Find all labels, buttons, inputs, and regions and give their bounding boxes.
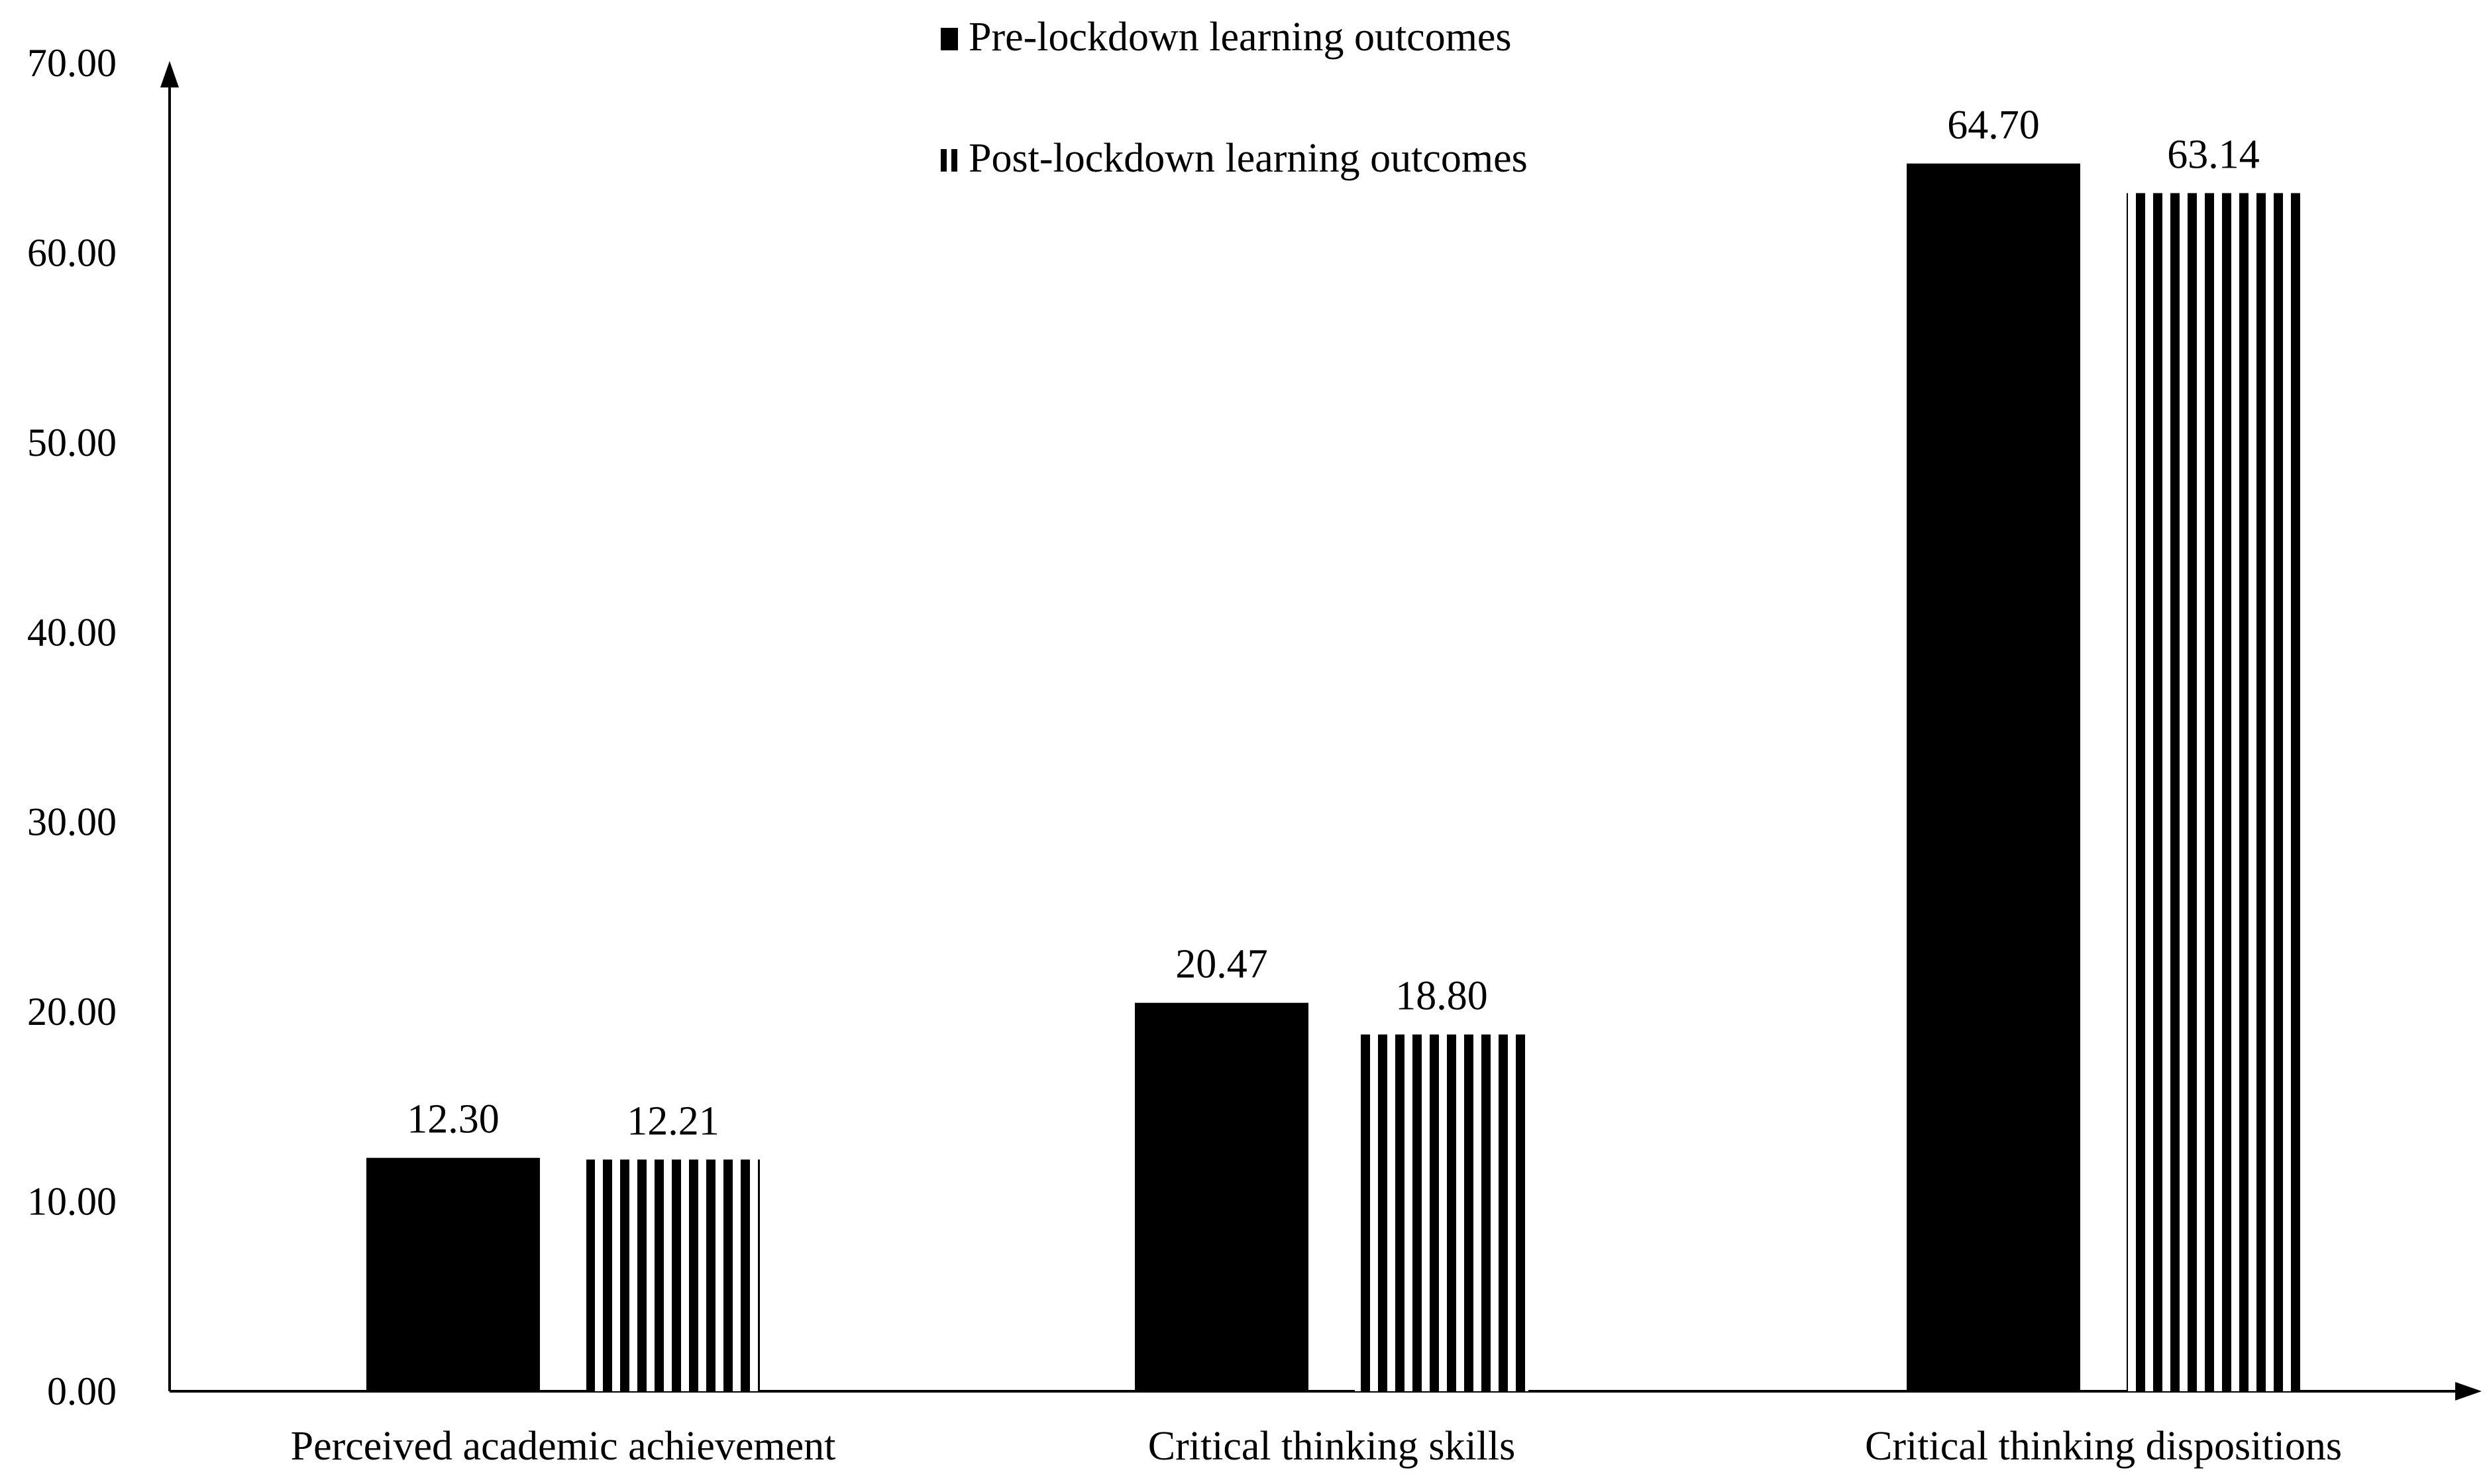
category-label: Perceived academic achievement [291,1424,836,1469]
y-tick-label: 0.00 [47,1369,117,1413]
axes [160,61,2482,1401]
bars [366,163,2300,1392]
bar [366,1157,540,1391]
x-axis-arrow-icon [2455,1382,2482,1401]
bar [2127,193,2300,1391]
y-tick-label: 30.00 [27,800,117,844]
bar [1907,163,2080,1392]
legend-swatch-striped [941,149,957,172]
y-tick-label: 40.00 [27,610,117,654]
labels: 0.00 10.00 20.00 30.00 40.00 50.00 60.00 70.00 1… [27,41,2342,1469]
bar [586,1159,760,1391]
y-tick-label: 10.00 [27,1180,117,1224]
y-tick-label: 70.00 [27,41,117,85]
data-label: 63.14 [2167,132,2260,177]
y-tick-label: 50.00 [27,421,117,464]
legend-stripe [941,149,947,172]
y-tick-label: 20.00 [27,990,117,1034]
category-label: Critical thinking dispositions [1865,1424,2342,1469]
legend: Pre-lockdown learning outcomes Post-lockd… [941,15,1528,181]
y-tick-label: 60.00 [27,231,117,274]
legend-stripe [951,149,957,172]
bar [1135,1002,1308,1391]
data-label: 20.47 [1175,942,1268,987]
data-label: 12.21 [627,1098,719,1143]
legend-label: Post-lockdown learning outcomes [969,136,1528,181]
legend-label: Pre-lockdown learning outcomes [969,15,1512,60]
legend-swatch-solid [941,28,958,50]
y-axis-arrow-icon [160,61,179,87]
category-label: Critical thinking skills [1148,1424,1516,1469]
data-label: 18.80 [1395,974,1488,1019]
bar [1355,1034,1528,1391]
data-label: 64.70 [1947,103,2040,148]
data-label: 12.30 [407,1097,500,1142]
